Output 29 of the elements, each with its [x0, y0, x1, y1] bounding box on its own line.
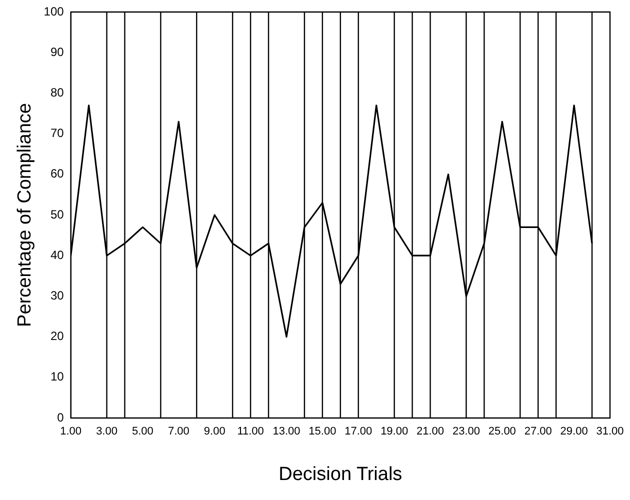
- x-tick-label: 27.00: [524, 426, 552, 438]
- x-tick-label: 19.00: [380, 426, 408, 438]
- y-tick-label: 0: [57, 410, 64, 424]
- x-tick-label: 15.00: [308, 426, 336, 438]
- x-axis-title: Decision Trials: [278, 464, 402, 485]
- y-tick-label: 60: [50, 166, 64, 181]
- y-tick-label: 50: [50, 207, 64, 222]
- x-tick-label: 3.00: [96, 426, 118, 438]
- x-tick-label: 13.00: [272, 426, 300, 438]
- y-tick-label: 20: [50, 329, 64, 344]
- x-tick-label: 31.00: [596, 426, 624, 438]
- x-tick-label: 9.00: [204, 426, 226, 438]
- y-tick-label: 100: [44, 4, 64, 18]
- y-axis-title: Percentage of Compliance: [14, 103, 36, 327]
- x-tick-label: 17.00: [344, 426, 372, 438]
- x-tick-label: 21.00: [416, 426, 444, 438]
- x-tick-label: 25.00: [488, 426, 516, 438]
- y-tick-label: 30: [50, 288, 64, 303]
- x-tick-label: 29.00: [560, 426, 588, 438]
- y-tick-label: 10: [50, 370, 64, 384]
- y-tick-label: 40: [50, 248, 64, 262]
- y-tick-label: 90: [50, 44, 64, 59]
- x-tick-label: 5.00: [132, 426, 154, 438]
- x-tick-label: 11.00: [237, 426, 264, 438]
- x-tick-label: 1.00: [60, 426, 82, 438]
- y-tick-label: 70: [50, 126, 64, 140]
- x-tick-label: 23.00: [452, 426, 480, 438]
- x-tick-label: 7.00: [168, 426, 190, 438]
- y-tick-label: 80: [50, 86, 64, 100]
